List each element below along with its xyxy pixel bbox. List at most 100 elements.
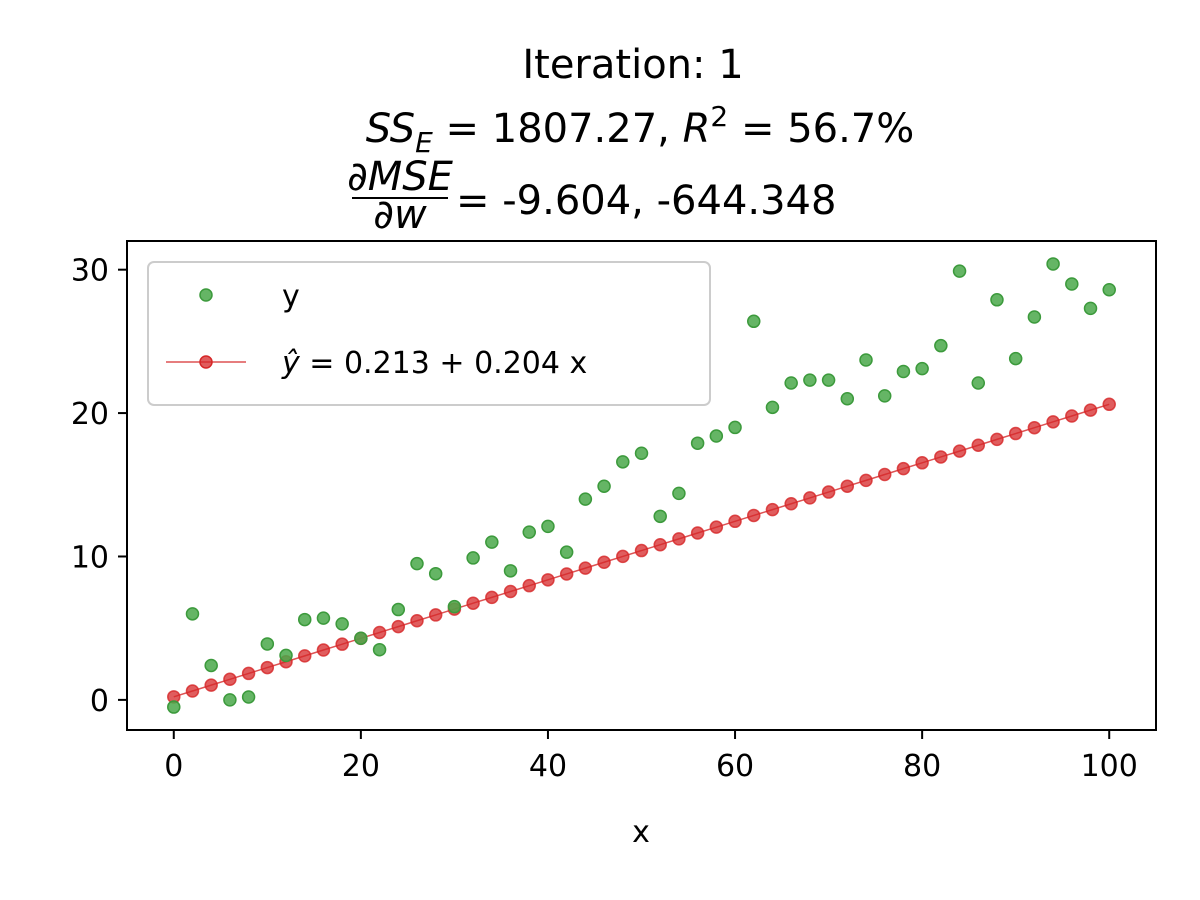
- data-point: [896, 364, 911, 379]
- legend-label-y: y: [282, 279, 300, 314]
- fit-point: [653, 537, 667, 552]
- fit-point: [1046, 415, 1060, 429]
- data-point: [990, 293, 1004, 307]
- data-point: [1046, 257, 1060, 271]
- fit-point: [634, 543, 649, 558]
- legend-box: [147, 261, 711, 406]
- data-point: [223, 693, 237, 707]
- fit-point: [391, 619, 406, 634]
- data-point: [279, 648, 293, 663]
- legend-marker-fit: [199, 355, 213, 369]
- data-point: [952, 264, 967, 278]
- data-point: [971, 376, 986, 390]
- data-point: [1065, 277, 1079, 291]
- fit-point: [1027, 420, 1042, 435]
- fit-point: [559, 567, 574, 581]
- legend-marker-y: [199, 288, 213, 302]
- x-tick-label: 80: [903, 749, 941, 784]
- x-tick-label: 100: [1081, 749, 1138, 784]
- fit-point: [335, 637, 349, 651]
- data-point: [747, 314, 761, 329]
- data-point: [241, 690, 256, 704]
- fit-point: [485, 590, 499, 605]
- data-point: [503, 564, 518, 578]
- fit-point: [840, 479, 855, 493]
- data-point: [616, 455, 630, 469]
- fit-point: [784, 497, 798, 511]
- data-point: [335, 617, 349, 631]
- fit-point: [541, 573, 555, 587]
- data-point: [447, 599, 462, 614]
- fit-point: [503, 584, 518, 599]
- data-point: [466, 551, 480, 565]
- data-point: [185, 607, 200, 621]
- fit-point: [1065, 409, 1079, 423]
- data-point: [690, 436, 705, 450]
- fit-point: [616, 549, 630, 564]
- data-point: [391, 602, 406, 617]
- fit-point: [859, 473, 873, 488]
- legend-fit-equation: = 0.213 + 0.204 x: [300, 346, 587, 381]
- fit-point: [241, 666, 256, 681]
- fit-point: [522, 578, 536, 593]
- data-point: [634, 446, 649, 460]
- chart-title-gradient: ∂MSE ∂w = -9.604, -644.348: [347, 154, 836, 238]
- fit-point: [1008, 426, 1023, 441]
- data-point: [859, 353, 873, 367]
- x-axis-label: x: [632, 815, 650, 850]
- fit-point: [410, 614, 424, 628]
- fit-point: [971, 438, 986, 452]
- fit-point: [803, 491, 817, 505]
- fit-point: [747, 508, 761, 523]
- data-point: [915, 361, 929, 376]
- fit-point: [466, 596, 480, 610]
- fit-point: [204, 678, 218, 692]
- fit-point: [990, 432, 1004, 447]
- fit-point: [709, 520, 724, 534]
- fit-point: [934, 450, 948, 464]
- data-point: [934, 338, 948, 353]
- x-tick-label: 40: [529, 749, 567, 784]
- chart-title-iteration: Iteration: 1: [522, 42, 743, 88]
- y-tick-label: 0: [90, 684, 109, 719]
- data-point: [1102, 283, 1116, 297]
- x-tick-label: 0: [164, 749, 183, 784]
- data-point: [728, 420, 742, 435]
- fit-point: [1083, 403, 1098, 417]
- fit-point: [316, 643, 331, 657]
- data-point: [672, 486, 686, 501]
- fit-point: [372, 625, 387, 640]
- fit-point: [728, 514, 742, 529]
- legend-label-fit: ŷ = 0.213 + 0.204 x: [281, 346, 587, 381]
- data-point: [1008, 351, 1023, 366]
- data-point: [803, 373, 817, 387]
- observed-series: [167, 257, 1116, 714]
- fit-point: [260, 660, 275, 675]
- fit-point: [1102, 397, 1116, 412]
- data-point: [709, 429, 724, 443]
- data-point: [597, 479, 611, 493]
- data-point: [1083, 301, 1098, 316]
- fit-point: [672, 532, 686, 546]
- fit-point: [896, 461, 911, 476]
- y-tick-label: 30: [71, 254, 109, 289]
- fit-point: [597, 555, 611, 570]
- y-tick-label: 20: [71, 397, 109, 432]
- r2-value: 56.7%: [787, 106, 914, 152]
- data-point: [372, 642, 387, 657]
- fit-point: [765, 502, 780, 517]
- fit-point: [428, 608, 443, 622]
- data-point: [1027, 310, 1042, 324]
- y-axis: 0 10 20 30: [71, 254, 127, 719]
- data-point: [821, 373, 836, 387]
- fit-point: [877, 467, 892, 482]
- fit-point: [915, 456, 929, 470]
- sse-value: 1807.27: [492, 106, 657, 152]
- gradient-values-text: = -9.604, -644.348: [456, 178, 836, 224]
- data-point: [653, 509, 667, 524]
- data-point: [204, 658, 218, 673]
- gradient-denominator: ∂w: [373, 192, 427, 238]
- x-tick-label: 20: [342, 749, 380, 784]
- data-point: [260, 637, 275, 651]
